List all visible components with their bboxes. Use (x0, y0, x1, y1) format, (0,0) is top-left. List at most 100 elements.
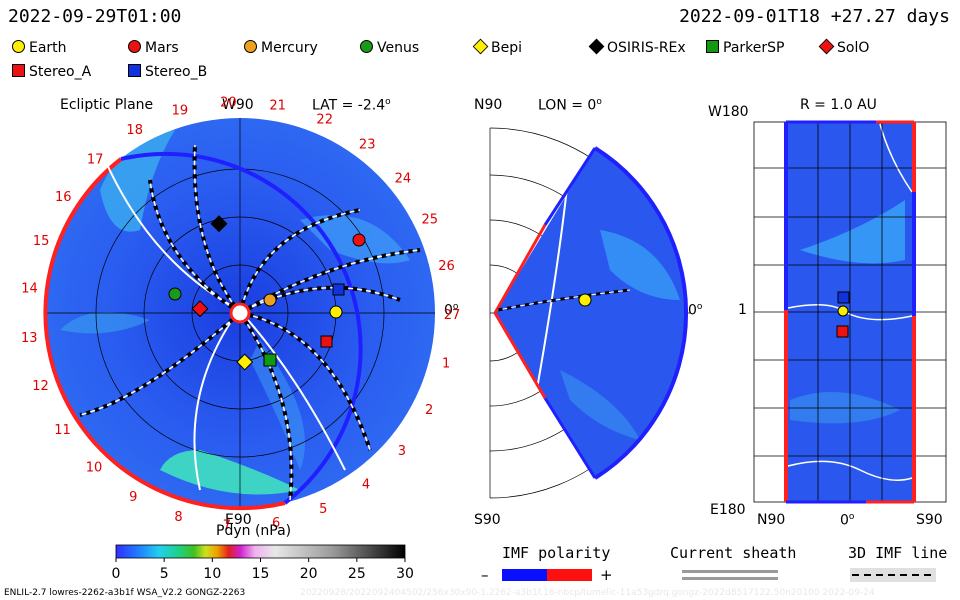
carrington-tick-label: 2 (425, 403, 433, 418)
legend-item-stereo-a: Stereo_A (12, 64, 91, 80)
legend-label: Stereo_B (145, 64, 208, 80)
legend-label: SolO (837, 40, 870, 56)
meridional-edge-south (493, 312, 547, 399)
carrington-tick-label: 3 (398, 444, 406, 459)
meridional-rim (593, 146, 689, 480)
footer-run-info: ENLIL-2.7 lowres-2262-a3b1f WSA_V2.2 GON… (4, 588, 246, 598)
carrington-tick-label: 17 (87, 152, 104, 167)
footer-run-id: 20220928/2022092404502/256x30x90-1.2262-… (300, 588, 875, 598)
mars-marker (352, 233, 366, 247)
square-icon (12, 64, 25, 77)
colorbar-tick-label: 0 (112, 566, 121, 582)
ecliptic-imf-lines-light (79, 144, 421, 501)
venus-marker (168, 287, 182, 301)
legend-item-venus: Venus (360, 40, 419, 56)
imf-positive-swatch (547, 569, 592, 581)
radial-axis-right: S90 (916, 512, 943, 528)
imf-negative-swatch (502, 569, 547, 581)
ecliptic-top-label: W90 (222, 97, 254, 113)
circle-icon (128, 40, 141, 53)
radial-stereo-a-marker (836, 325, 849, 338)
meridional-wedge (495, 148, 687, 478)
solo-marker (191, 300, 209, 318)
meridional-imf-line (497, 288, 631, 312)
earth-marker (329, 305, 343, 319)
carrington-tick-label: 6 (272, 516, 280, 531)
legend-item-parkersp: ParkerSP (706, 40, 784, 56)
legend-label: ParkerSP (723, 40, 785, 56)
legend-item-stereo-b: Stereo_B (128, 64, 207, 80)
circle-icon (360, 40, 373, 53)
legend-label: Stereo_A (29, 64, 92, 80)
radial-axis-left: N90 (757, 512, 786, 528)
carrington-tick-label: 10 (86, 461, 103, 476)
colorbar-tick-label: 25 (348, 566, 366, 582)
legend-item-solo: SolO (818, 38, 870, 56)
ecliptic-right-label: 0o (444, 302, 459, 319)
legend-label: Bepi (491, 40, 522, 56)
carrington-tick-label: 11 (54, 423, 71, 438)
legend-label: Mercury (261, 40, 318, 56)
ecliptic-current-sheath (104, 159, 346, 491)
meridional-top-label: N90 (474, 97, 503, 113)
carrington-tick-label: 23 (359, 137, 376, 152)
legend-item-earth: Earth (12, 40, 67, 56)
carrington-tick-label: 9 (129, 490, 137, 505)
carrington-tick-label: 19 (172, 104, 189, 119)
carrington-tick-label: 24 (395, 171, 412, 186)
carrington-tick-label: 22 (316, 113, 333, 128)
carrington-tick-label: 25 (422, 213, 439, 228)
radial-bottom-left-label: E180 (710, 502, 746, 518)
legend-item-bepi: Bepi (472, 38, 522, 56)
meridional-earth-marker (578, 293, 592, 307)
current-sheath-title: Current sheath (670, 544, 797, 562)
parkersp-marker (263, 353, 277, 367)
meridional-edge-north (493, 224, 547, 314)
meridional-edge-south-outer (543, 397, 597, 479)
square-icon (128, 64, 141, 77)
legend-label: OSIRIS-REx (607, 40, 686, 56)
colorbar-tick-label: 5 (160, 566, 169, 582)
square-icon (706, 40, 719, 53)
radial-structure-1 (800, 200, 905, 264)
carrington-tick-label: 13 (21, 331, 38, 346)
colorbar (115, 544, 406, 559)
imf-minus-label: – (481, 566, 489, 584)
carrington-tick-label: 18 (126, 123, 143, 138)
carrington-tick-label: 26 (438, 259, 455, 274)
carrington-tick-label: 4 (362, 478, 370, 493)
carrington-tick-label: 5 (319, 502, 327, 517)
bepi-marker (236, 353, 254, 371)
legend-label: Earth (29, 40, 67, 56)
simulation-time: 2022-09-29T01:00 (8, 6, 182, 27)
ecliptic-rim-positive (43, 157, 286, 511)
legend-item-mercury: Mercury (244, 40, 318, 56)
carrington-tick-label: 8 (174, 510, 182, 525)
colorbar-tick-label: 10 (203, 566, 221, 582)
sheath-swatch-2 (682, 577, 778, 580)
radial-earth-marker (837, 305, 849, 317)
carrington-tick-label: 14 (21, 282, 38, 297)
radial-axis-mid: 0o (840, 512, 855, 529)
meridional-bottom-label: S90 (474, 512, 501, 528)
imf-line-title: 3D IMF line (848, 544, 948, 562)
colorbar-tick-label: 20 (300, 566, 318, 582)
colorbar-title: Pdyn (nPa) (216, 523, 292, 539)
carrington-tick-label: 20 (220, 95, 237, 110)
meridional-imf-line-light (497, 289, 631, 311)
osiris-rex-marker (210, 215, 228, 233)
carrington-tick-label: 1 (442, 357, 450, 372)
ecliptic-title: Ecliptic Plane (60, 97, 154, 113)
meridional-right-label: 0o (688, 302, 703, 319)
circle-icon (12, 40, 25, 53)
radial-top-left-label: W180 (708, 104, 749, 120)
stereo-a-marker (320, 335, 333, 348)
imf-polarity-title: IMF polarity (502, 544, 611, 562)
ecliptic-bodies (168, 215, 366, 371)
carrington-tick-label: 27 (444, 308, 461, 323)
sheath-swatch-1 (682, 570, 778, 573)
forecast-time: 2022-09-01T18 +27.27 days (679, 6, 950, 27)
carrington-tick-label: 15 (33, 234, 50, 249)
